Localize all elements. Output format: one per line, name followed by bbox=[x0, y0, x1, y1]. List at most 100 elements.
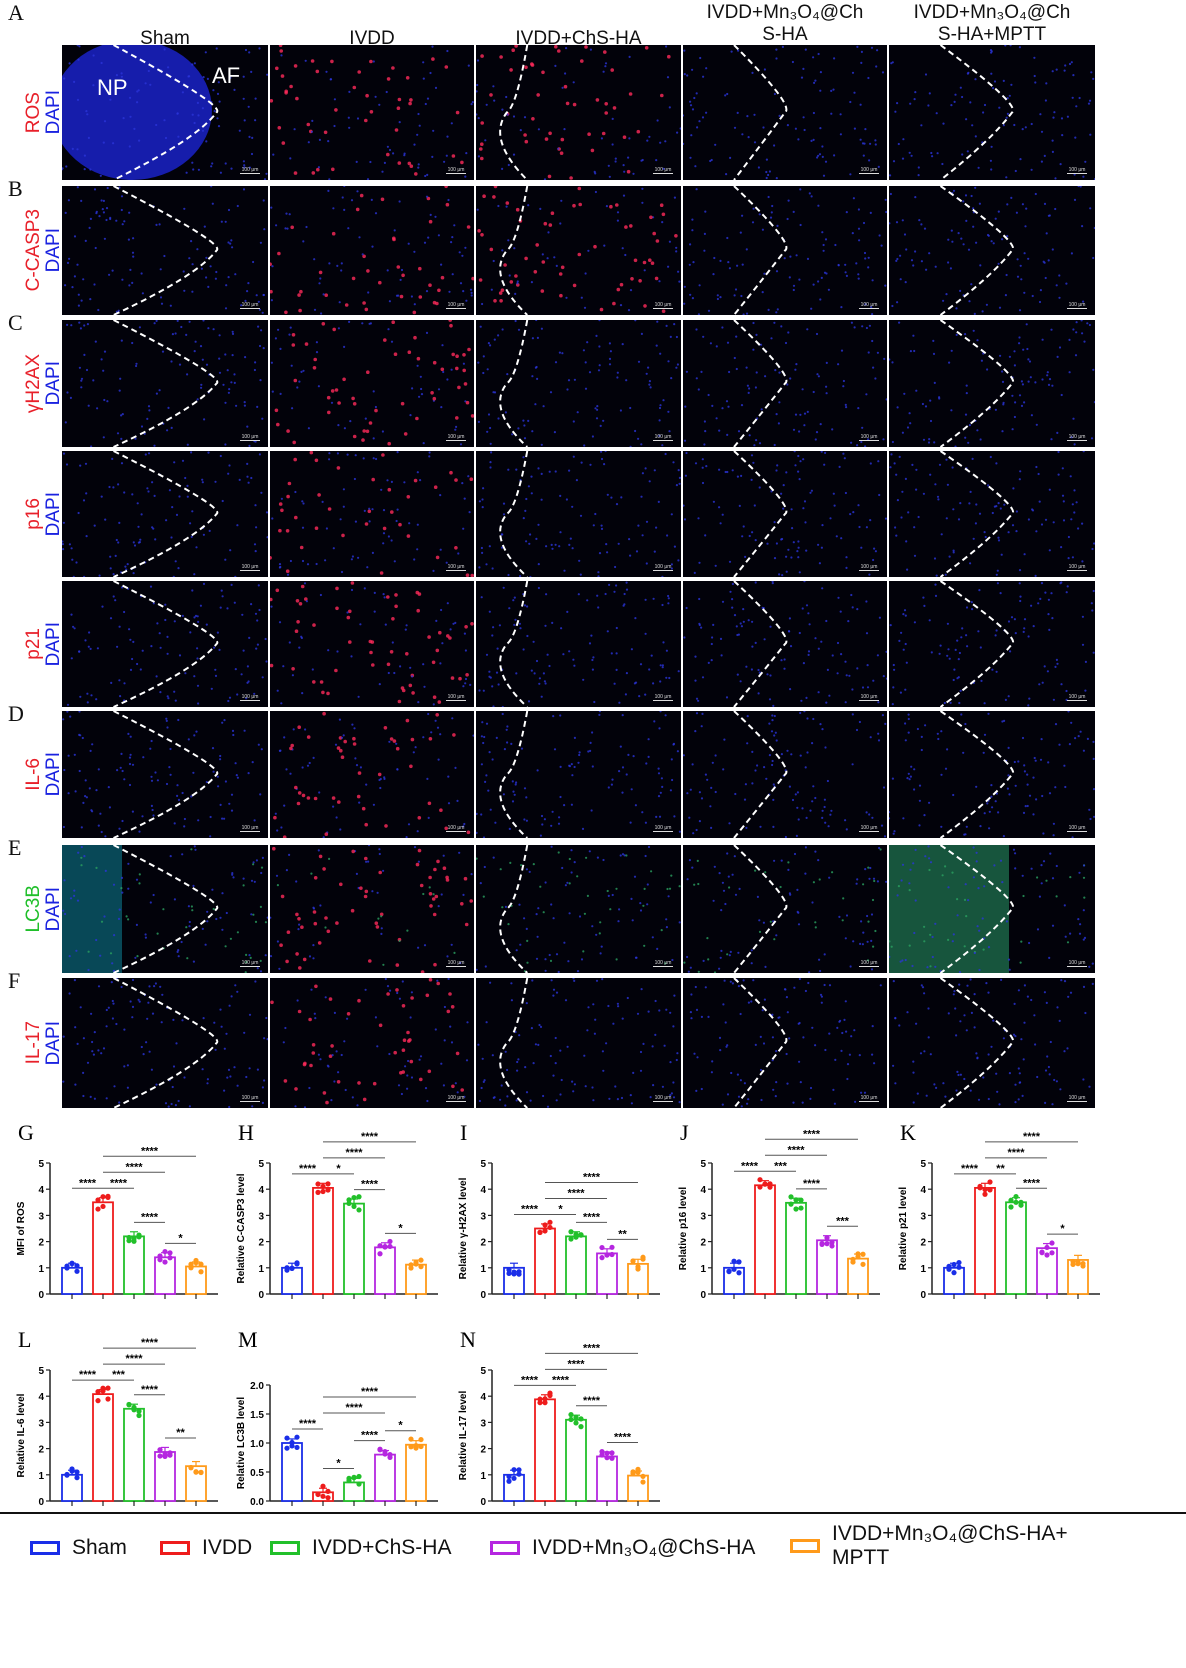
cell-dot bbox=[786, 1011, 789, 1014]
cell-dot bbox=[808, 623, 811, 626]
cell-dot bbox=[131, 763, 135, 766]
cell-dot bbox=[793, 852, 797, 856]
cell-dot bbox=[899, 254, 902, 257]
cell-dot bbox=[315, 351, 319, 354]
cell-dot bbox=[339, 828, 342, 831]
cell-dot bbox=[821, 587, 824, 590]
cell-dot bbox=[336, 452, 339, 455]
cell-dot bbox=[642, 1042, 645, 1045]
cell-dot bbox=[187, 738, 190, 741]
cell-dot bbox=[476, 90, 478, 93]
cell-dot bbox=[702, 959, 705, 962]
panel-letter: K bbox=[900, 1120, 916, 1145]
cell-dot bbox=[571, 547, 574, 550]
cell-dot bbox=[1083, 896, 1086, 899]
cell-dot bbox=[922, 492, 925, 495]
cell-dot bbox=[675, 1058, 678, 1062]
significance-label: **** bbox=[141, 1211, 159, 1223]
cell-dot bbox=[371, 890, 374, 893]
cell-dot bbox=[442, 866, 447, 870]
cell-dot bbox=[310, 872, 313, 875]
cell-dot bbox=[1072, 417, 1075, 420]
cell-dot bbox=[805, 816, 808, 819]
cell-dot bbox=[282, 835, 287, 838]
cell-dot bbox=[957, 1073, 960, 1077]
cell-dot bbox=[156, 932, 159, 935]
cell-dot bbox=[481, 721, 484, 724]
cell-dot bbox=[1058, 274, 1061, 277]
data-point bbox=[516, 1271, 522, 1277]
cell-dot bbox=[452, 622, 455, 625]
cell-dot bbox=[1089, 817, 1092, 821]
cell-dot bbox=[89, 647, 92, 650]
cell-dot bbox=[419, 1077, 423, 1082]
cell-dot bbox=[763, 998, 766, 1001]
cell-dot bbox=[636, 1012, 640, 1015]
cell-dot bbox=[183, 817, 186, 821]
cell-dot bbox=[772, 783, 775, 786]
cell-dot bbox=[817, 204, 820, 207]
cell-dot bbox=[430, 731, 433, 734]
cell-dot bbox=[448, 636, 452, 640]
cell-dot bbox=[230, 995, 233, 998]
cell-dot bbox=[487, 342, 490, 345]
cell-dot bbox=[410, 1076, 414, 1079]
cell-dot bbox=[68, 257, 71, 260]
cell-dot bbox=[691, 218, 694, 221]
cell-dot bbox=[965, 219, 968, 222]
cell-dot bbox=[68, 62, 71, 65]
cell-dot bbox=[429, 213, 432, 216]
cell-dot bbox=[120, 985, 123, 989]
cell-dot bbox=[166, 695, 169, 698]
cell-dot bbox=[598, 345, 601, 348]
cell-dot bbox=[450, 943, 453, 946]
cell-dot bbox=[176, 320, 179, 322]
cell-dot bbox=[62, 909, 65, 912]
cell-dot bbox=[772, 1088, 775, 1091]
cell-dot bbox=[470, 414, 474, 418]
y-tick-label: 1 bbox=[38, 1471, 44, 1482]
cell-dot bbox=[981, 310, 984, 313]
cell-dot bbox=[869, 462, 872, 465]
cell-dot bbox=[1018, 342, 1021, 345]
cell-dot bbox=[979, 438, 982, 441]
cell-dot bbox=[920, 984, 923, 987]
cell-dot bbox=[724, 94, 727, 97]
cell-dot bbox=[164, 603, 167, 606]
cell-dot bbox=[373, 591, 376, 594]
np-af-boundary bbox=[499, 711, 529, 838]
cell-dot bbox=[915, 488, 918, 491]
cell-dot bbox=[126, 1064, 129, 1067]
cell-dot bbox=[541, 70, 545, 75]
cell-dot bbox=[637, 524, 640, 527]
cell-dot bbox=[356, 1104, 359, 1107]
cell-dot bbox=[155, 1083, 158, 1086]
cell-dot bbox=[519, 943, 522, 946]
cell-dot bbox=[975, 503, 978, 506]
cell-dot bbox=[812, 56, 815, 59]
cell-dot bbox=[758, 213, 761, 216]
cell-dot bbox=[265, 172, 268, 175]
cell-dot bbox=[934, 922, 937, 925]
cell-dot bbox=[1023, 770, 1026, 773]
cell-dot bbox=[394, 604, 398, 609]
cell-dot bbox=[903, 233, 907, 236]
cell-dot bbox=[400, 401, 405, 406]
cell-dot bbox=[739, 1012, 742, 1016]
cell-dot bbox=[480, 546, 483, 550]
cell-dot bbox=[969, 978, 972, 981]
cell-dot bbox=[105, 207, 109, 210]
cell-dot bbox=[754, 641, 757, 644]
cell-dot bbox=[957, 658, 960, 661]
cell-dot bbox=[637, 437, 640, 440]
cell-dot bbox=[660, 777, 663, 780]
cell-dot bbox=[270, 663, 274, 668]
cell-dot bbox=[692, 261, 695, 264]
cell-dot bbox=[668, 676, 671, 680]
cell-dot bbox=[889, 466, 892, 469]
cell-dot bbox=[395, 988, 399, 992]
cell-dot bbox=[907, 713, 910, 716]
row-label: IL-17 DAPI bbox=[23, 978, 64, 1108]
cell-dot bbox=[501, 249, 504, 252]
cell-dot bbox=[1055, 1080, 1058, 1083]
